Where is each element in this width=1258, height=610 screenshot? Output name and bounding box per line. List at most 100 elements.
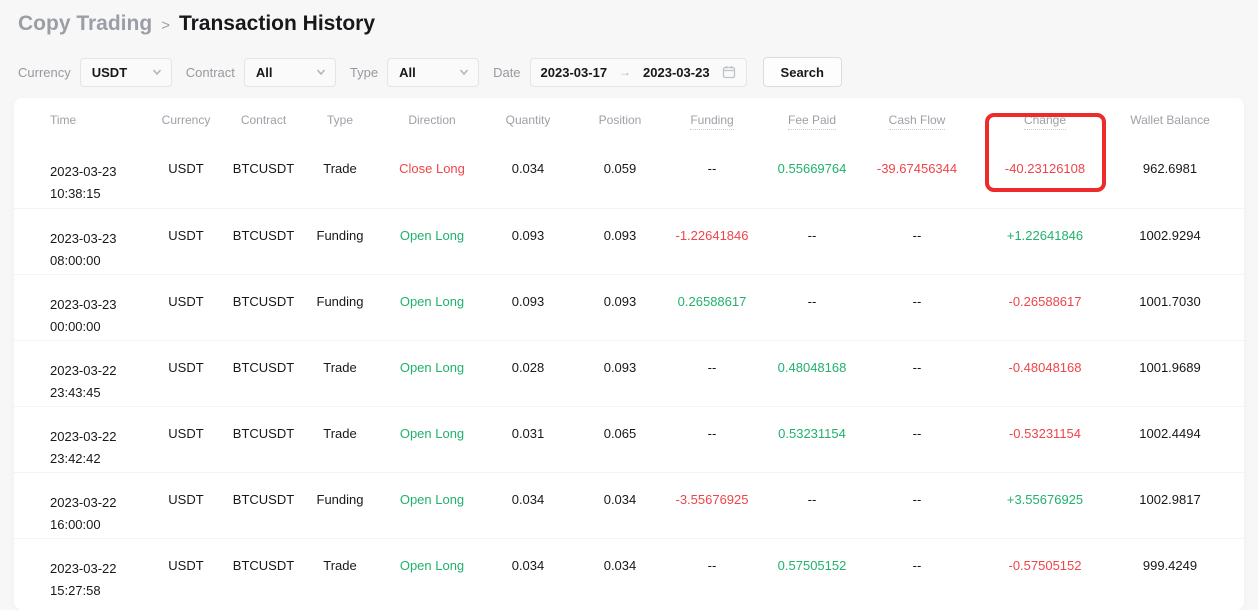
column-header-type: Type	[326, 113, 353, 127]
chevron-down-icon	[152, 69, 161, 76]
cell-change: -40.23126108	[1004, 161, 1086, 176]
chevron-down-icon	[459, 69, 469, 76]
cell-currency: USDT	[168, 360, 204, 375]
cell-wallet-balance: 1001.7030	[1139, 294, 1201, 309]
cell-funding: --	[707, 360, 717, 375]
cell-wallet-balance: 999.4249	[1142, 558, 1198, 573]
cell-time: 2023-03-22 23:43:45	[50, 363, 117, 400]
column-header-change: Change	[965, 113, 1125, 130]
cell-fee-paid: 0.57505152	[777, 558, 847, 573]
cell-funding: -3.55676925	[675, 492, 749, 507]
cell-time: 2023-03-22 15:27:58	[50, 561, 117, 598]
cell-time: 2023-03-23 08:00:00	[50, 231, 117, 268]
table-row: 2023-03-22 16:00:00 USDT BTCUSDT Funding …	[14, 472, 1244, 538]
cell-change: +3.55676925	[1006, 492, 1084, 507]
cell-cash-flow: --	[912, 360, 922, 375]
column-header-position: Position	[598, 113, 642, 127]
cell-funding: --	[707, 161, 717, 176]
cell-type: Funding	[316, 294, 364, 309]
cell-fee-paid: --	[807, 492, 817, 507]
cell-position: 0.093	[603, 294, 637, 309]
column-header-funding: Funding	[669, 113, 755, 130]
column-header-contract: Contract	[240, 113, 287, 127]
table-header-row: Time Currency Contract Type Direction Qu…	[14, 98, 1244, 142]
cell-direction: Open Long	[399, 228, 465, 243]
type-select[interactable]: All	[387, 57, 480, 87]
cell-direction: Open Long	[399, 426, 465, 441]
cell-direction: Open Long	[399, 492, 465, 507]
chevron-down-icon	[316, 69, 325, 76]
date-range-input[interactable]: 2023-03-17 → 2023-03-23	[529, 57, 747, 87]
cell-fee-paid: 0.55669764	[777, 161, 847, 176]
cell-type: Trade	[323, 161, 357, 176]
column-header-currency: Currency	[161, 113, 211, 127]
cell-quantity: 0.034	[511, 161, 545, 176]
cell-time: 2023-03-23 00:00:00	[50, 297, 117, 334]
cell-direction: Open Long	[399, 294, 465, 309]
cell-cash-flow: --	[912, 558, 922, 573]
cell-change: -0.26588617	[1008, 294, 1082, 309]
table-row: 2023-03-22 23:43:45 USDT BTCUSDT Trade Op…	[14, 340, 1244, 406]
cell-fee-paid: 0.53231154	[778, 426, 846, 441]
cell-funding: --	[707, 426, 717, 441]
cell-contract: BTCUSDT	[232, 558, 295, 573]
cell-funding: -1.22641846	[675, 228, 749, 243]
cell-funding: --	[707, 558, 717, 573]
cell-funding: 0.26588617	[677, 294, 747, 309]
cell-change: -0.53231154	[1008, 426, 1082, 441]
cell-currency: USDT	[168, 161, 204, 176]
cell-time: 2023-03-22 16:00:00	[50, 495, 117, 532]
cell-currency: USDT	[168, 426, 204, 441]
column-header-time: Time	[50, 113, 77, 127]
currency-label: Currency	[18, 64, 71, 80]
column-header-quantity: Quantity	[505, 113, 551, 127]
contract-select-value: All	[255, 64, 273, 80]
cell-quantity: 0.034	[511, 558, 545, 573]
type-label: Type	[349, 64, 379, 80]
contract-label: Contract	[185, 64, 235, 80]
cell-change: -0.48048168	[1008, 360, 1082, 375]
cell-wallet-balance: 962.6981	[1142, 161, 1198, 176]
cell-wallet-balance: 1001.9689	[1139, 360, 1201, 375]
cell-position: 0.093	[603, 228, 637, 243]
filter-bar: Currency USDT Contract All Type All Date…	[18, 57, 842, 87]
column-header-wallet-balance: Wallet Balance	[1130, 113, 1210, 127]
contract-select[interactable]: All	[243, 57, 336, 87]
cell-type: Trade	[323, 360, 357, 375]
cell-fee-paid: --	[807, 294, 817, 309]
cell-fee-paid: 0.48048168	[777, 360, 847, 375]
table-row: 2023-03-23 08:00:00 USDT BTCUSDT Funding …	[14, 208, 1244, 274]
currency-select[interactable]: USDT	[79, 57, 172, 87]
cell-contract: BTCUSDT	[232, 161, 295, 176]
cell-cash-flow: --	[912, 294, 922, 309]
cell-quantity: 0.093	[511, 228, 545, 243]
date-end-value: 2023-03-23	[643, 64, 710, 80]
calendar-icon	[722, 66, 735, 79]
cell-position: 0.034	[603, 558, 637, 573]
currency-select-value: USDT	[91, 64, 128, 80]
cell-currency: USDT	[168, 558, 204, 573]
cell-cash-flow: --	[912, 228, 922, 243]
cell-type: Funding	[316, 228, 364, 243]
table-row: 2023-03-23 10:38:15 USDT BTCUSDT Trade Cl…	[14, 142, 1244, 208]
cell-type: Trade	[323, 558, 357, 573]
cell-contract: BTCUSDT	[232, 492, 295, 507]
cell-change: +1.22641846	[1006, 228, 1084, 243]
search-button[interactable]: Search	[762, 57, 842, 87]
cell-contract: BTCUSDT	[232, 426, 295, 441]
cell-position: 0.065	[603, 426, 637, 441]
date-label: Date	[493, 64, 521, 80]
cell-wallet-balance: 1002.9817	[1139, 492, 1201, 507]
breadcrumb: Copy Trading > Transaction History	[18, 12, 375, 36]
breadcrumb-copy-trading[interactable]: Copy Trading	[18, 12, 153, 35]
cell-quantity: 0.093	[511, 294, 545, 309]
cell-cash-flow: --	[912, 492, 922, 507]
cell-change: -0.57505152	[1008, 558, 1082, 573]
date-start-value: 2023-03-17	[540, 64, 608, 80]
table-row: 2023-03-23 00:00:00 USDT BTCUSDT Funding …	[14, 274, 1244, 340]
column-header-fee-paid: Fee Paid	[755, 113, 869, 130]
cell-wallet-balance: 1002.4494	[1139, 426, 1201, 441]
cell-quantity: 0.034	[511, 492, 545, 507]
table-row: 2023-03-22 15:27:58 USDT BTCUSDT Trade Op…	[14, 538, 1244, 604]
type-select-value: All	[399, 64, 416, 80]
